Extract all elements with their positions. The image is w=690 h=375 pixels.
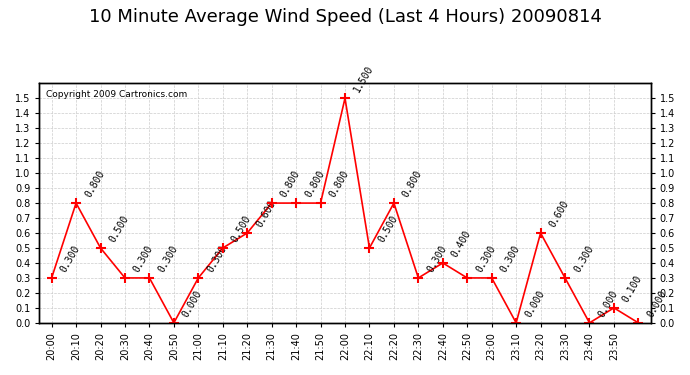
Text: 0.000: 0.000 (523, 288, 546, 319)
Text: 0.800: 0.800 (279, 168, 302, 199)
Text: 0.000: 0.000 (181, 288, 204, 319)
Text: 0.100: 0.100 (621, 273, 644, 304)
Text: 0.800: 0.800 (401, 168, 424, 199)
Text: 0.300: 0.300 (474, 243, 497, 274)
Text: 0.600: 0.600 (254, 198, 277, 229)
Text: 0.500: 0.500 (108, 213, 131, 244)
Text: 0.300: 0.300 (59, 243, 82, 274)
Text: Copyright 2009 Cartronics.com: Copyright 2009 Cartronics.com (46, 90, 187, 99)
Text: 0.500: 0.500 (376, 213, 400, 244)
Text: 0.300: 0.300 (132, 243, 155, 274)
Text: 0.300: 0.300 (205, 243, 228, 274)
Text: 1.500: 1.500 (352, 64, 375, 94)
Text: 0.000: 0.000 (596, 288, 620, 319)
Text: 0.800: 0.800 (83, 168, 106, 199)
Text: 0.800: 0.800 (303, 168, 326, 199)
Text: 10 Minute Average Wind Speed (Last 4 Hours) 20090814: 10 Minute Average Wind Speed (Last 4 Hou… (88, 8, 602, 26)
Text: 0.000: 0.000 (645, 288, 669, 319)
Text: 0.300: 0.300 (157, 243, 179, 274)
Text: 0.800: 0.800 (328, 168, 351, 199)
Text: 0.600: 0.600 (548, 198, 571, 229)
Text: 0.500: 0.500 (230, 213, 253, 244)
Text: 0.300: 0.300 (425, 243, 449, 274)
Text: 0.300: 0.300 (572, 243, 595, 274)
Text: 0.300: 0.300 (499, 243, 522, 274)
Text: 0.400: 0.400 (450, 228, 473, 259)
